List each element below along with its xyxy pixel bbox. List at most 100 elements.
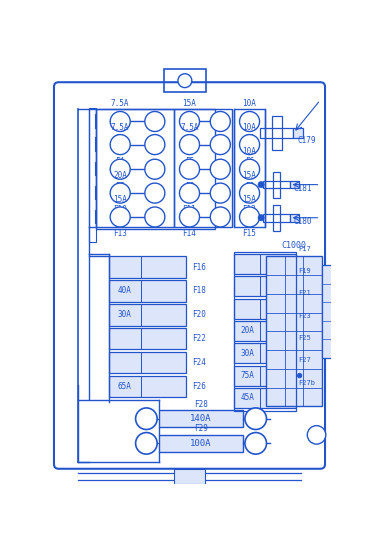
Text: F8: F8: [185, 182, 194, 190]
Text: F7: F7: [115, 182, 125, 190]
Text: F27: F27: [298, 357, 311, 363]
Bar: [234, 252, 296, 411]
Circle shape: [110, 112, 130, 132]
Bar: [108, 375, 186, 397]
Circle shape: [258, 215, 264, 221]
Text: F13: F13: [113, 229, 127, 238]
Circle shape: [145, 207, 165, 227]
Text: F29: F29: [194, 424, 208, 433]
Circle shape: [110, 159, 130, 179]
Circle shape: [179, 112, 200, 132]
Text: 15A: 15A: [243, 171, 256, 180]
Circle shape: [145, 134, 165, 154]
Text: C180: C180: [293, 217, 312, 226]
Circle shape: [179, 207, 200, 227]
Text: 15A: 15A: [243, 195, 256, 204]
Bar: [108, 328, 186, 349]
Bar: [234, 276, 296, 296]
Circle shape: [239, 159, 259, 179]
Circle shape: [210, 112, 230, 132]
Bar: [290, 181, 299, 188]
Circle shape: [178, 74, 192, 88]
Text: 30A: 30A: [240, 349, 254, 358]
Text: F14: F14: [183, 229, 196, 238]
Text: F23: F23: [298, 313, 311, 319]
Text: F24: F24: [192, 358, 206, 367]
Bar: [108, 280, 186, 302]
Text: F21: F21: [298, 290, 311, 296]
Bar: [263, 181, 290, 188]
Text: 15A: 15A: [183, 100, 196, 108]
Text: F9: F9: [245, 182, 254, 190]
Text: F11: F11: [183, 206, 196, 214]
Bar: [293, 128, 303, 138]
Bar: [259, 128, 293, 138]
Bar: [159, 435, 244, 452]
Text: 7.5A: 7.5A: [111, 122, 130, 132]
Circle shape: [297, 373, 302, 378]
Bar: [108, 352, 186, 373]
Text: F4: F4: [115, 157, 125, 166]
Bar: [96, 109, 174, 227]
Text: F20: F20: [192, 310, 206, 319]
Text: 10A: 10A: [243, 147, 256, 156]
Bar: [164, 69, 206, 92]
Circle shape: [239, 183, 259, 203]
Circle shape: [210, 183, 230, 203]
Text: F26: F26: [192, 382, 206, 391]
Bar: [290, 214, 299, 221]
Circle shape: [145, 159, 165, 179]
Circle shape: [239, 112, 259, 132]
Text: 65A: 65A: [118, 382, 132, 391]
Text: 100A: 100A: [190, 439, 212, 448]
Text: F16: F16: [192, 263, 206, 271]
Text: F2: F2: [185, 134, 194, 143]
Text: 7.5A: 7.5A: [180, 122, 199, 132]
Text: 30A: 30A: [118, 310, 132, 319]
Circle shape: [258, 182, 264, 188]
Circle shape: [245, 432, 266, 454]
Text: C1000: C1000: [282, 241, 307, 250]
Bar: [234, 109, 265, 227]
Circle shape: [210, 159, 230, 179]
Text: 140A: 140A: [190, 414, 212, 423]
Circle shape: [210, 134, 230, 154]
Circle shape: [245, 408, 266, 430]
Text: F3: F3: [245, 134, 254, 143]
Text: F19: F19: [298, 268, 311, 274]
Circle shape: [179, 159, 200, 179]
Bar: [174, 109, 232, 227]
Text: 40A: 40A: [118, 286, 132, 295]
Bar: [273, 205, 280, 231]
Bar: [266, 256, 322, 406]
Bar: [234, 321, 296, 341]
Text: F5: F5: [185, 157, 194, 166]
Text: F12: F12: [243, 206, 256, 214]
Text: 10A: 10A: [243, 122, 256, 132]
Bar: [108, 304, 186, 325]
Bar: [234, 388, 296, 408]
Circle shape: [110, 134, 130, 154]
Text: F6: F6: [245, 157, 254, 166]
Circle shape: [135, 408, 157, 430]
Circle shape: [135, 432, 157, 454]
Bar: [322, 265, 336, 358]
Text: C181: C181: [293, 184, 312, 193]
Text: F17: F17: [298, 246, 311, 252]
Circle shape: [239, 207, 259, 227]
Text: F27b: F27b: [298, 380, 315, 386]
Bar: [234, 366, 296, 386]
Text: C179: C179: [297, 136, 316, 145]
Text: 45A: 45A: [240, 393, 254, 403]
Circle shape: [179, 183, 200, 203]
Circle shape: [110, 183, 130, 203]
Text: F15: F15: [243, 229, 256, 238]
Text: 75A: 75A: [240, 371, 254, 380]
Bar: [263, 214, 290, 221]
Bar: [174, 469, 205, 484]
Text: 10A: 10A: [243, 100, 256, 108]
Circle shape: [239, 134, 259, 154]
Bar: [273, 171, 280, 197]
Bar: [272, 116, 282, 150]
Circle shape: [307, 425, 326, 444]
